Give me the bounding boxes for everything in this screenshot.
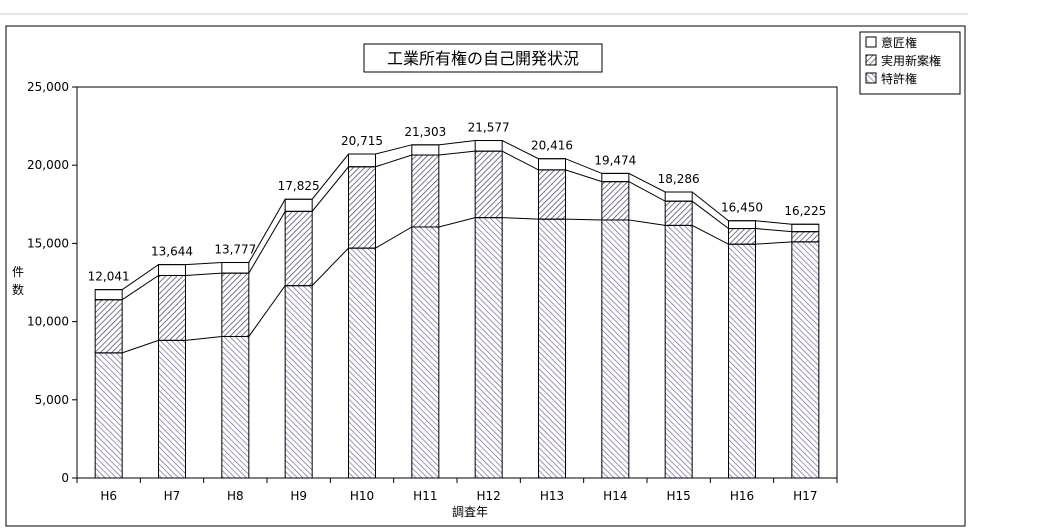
total-label: 21,577	[468, 121, 510, 135]
x-tick-label: H16	[730, 489, 754, 503]
bar-patent	[221, 335, 250, 479]
total-label: 13,777	[214, 243, 256, 257]
bar-patent	[538, 218, 566, 479]
legend-swatch-utility	[865, 54, 877, 66]
bar-design	[664, 191, 693, 202]
total-label: 18,286	[658, 172, 700, 186]
y-axis-label-1: 件	[12, 265, 24, 279]
bar-patent	[791, 241, 820, 479]
legend-label-utility: 実用新案権	[881, 53, 941, 68]
bar-design	[791, 223, 820, 233]
bar-patent	[348, 247, 376, 479]
total-label: 16,225	[784, 204, 826, 218]
bar-design	[221, 262, 250, 274]
bar-utility	[728, 228, 756, 245]
legend: 意匠権 実用新案権 特許権	[859, 31, 961, 95]
bar-utility	[94, 299, 123, 354]
legend-label-patent: 特許権	[881, 71, 917, 86]
line-total	[95, 140, 819, 291]
bar-utility	[664, 200, 693, 226]
y-ticks: 0 5,000 10,000 15,000 20,000 25,000	[27, 80, 77, 485]
y-tick-label: 10,000	[27, 315, 69, 329]
bar-design	[284, 198, 313, 212]
bar-utility	[221, 272, 250, 337]
y-axis-label-2: 数	[12, 282, 24, 297]
x-tick-label: H9	[290, 489, 307, 503]
bar-patent	[94, 352, 123, 479]
total-label: 20,416	[531, 139, 573, 153]
total-label: 16,450	[721, 201, 763, 215]
legend-swatch-design	[865, 36, 877, 48]
bar-patent	[728, 243, 756, 479]
bar-utility	[601, 181, 630, 221]
title-box	[363, 43, 603, 73]
total-label: 21,303	[404, 125, 446, 139]
legend-swatch-patent	[865, 72, 877, 84]
x-tick-label: H14	[603, 489, 627, 503]
total-labels: 12,041 13,644 13,777 17,825 20,715 21,303 21,5…	[88, 121, 827, 284]
legend-box	[859, 31, 961, 95]
bar-patent	[411, 226, 440, 479]
x-tick-label: H10	[350, 489, 374, 503]
line-utility	[95, 150, 819, 301]
y-tick-label: 5,000	[35, 393, 69, 407]
bar-patent	[664, 224, 693, 479]
total-label: 17,825	[278, 179, 320, 193]
bar-patent	[284, 285, 313, 479]
bar-design	[728, 220, 756, 230]
x-tick-label: H17	[793, 489, 817, 503]
bars	[94, 140, 820, 479]
bar-design	[411, 144, 440, 156]
bar-patent	[158, 339, 186, 479]
bar-utility	[474, 150, 503, 219]
bar-patent	[474, 217, 503, 479]
x-ticks: H6 H7 H8 H9 H10 H11 H12 H13 H14 H15 H16 H17	[76, 478, 838, 503]
total-label: 20,715	[341, 134, 383, 148]
bar-utility	[411, 154, 440, 228]
plot-area	[76, 86, 838, 479]
series-lines	[95, 140, 819, 354]
legend-label-design: 意匠権	[881, 35, 917, 50]
bar-utility	[348, 166, 376, 249]
bar-design	[538, 158, 566, 171]
x-tick-label: H12	[477, 489, 501, 503]
bar-patent	[601, 219, 630, 479]
bar-utility	[284, 210, 313, 287]
line-patent	[95, 217, 819, 354]
y-tick-label: 15,000	[27, 236, 69, 250]
x-tick-label: H15	[667, 489, 691, 503]
bar-utility	[791, 231, 820, 243]
bar-utility	[158, 274, 186, 341]
bar-design	[474, 140, 503, 152]
chart-title: 工業所有権の自己開発状況	[387, 49, 579, 68]
bar-design	[94, 289, 123, 301]
bar-design	[601, 172, 630, 183]
total-label: 12,041	[88, 270, 130, 284]
x-tick-label: H7	[164, 489, 181, 503]
y-tick-label: 20,000	[27, 158, 69, 172]
x-tick-label: H8	[227, 489, 244, 503]
x-axis-label: 調査年	[452, 505, 488, 519]
bar-design	[348, 153, 376, 168]
total-label: 19,474	[594, 153, 636, 167]
y-tick-label: 0	[61, 471, 69, 485]
bar-design	[158, 264, 186, 276]
bar-utility	[538, 169, 566, 220]
x-tick-label: H6	[100, 489, 117, 503]
x-tick-label: H11	[413, 489, 437, 503]
y-tick-label: 25,000	[27, 80, 69, 94]
total-label: 13,644	[151, 245, 193, 259]
x-tick-label: H13	[540, 489, 564, 503]
